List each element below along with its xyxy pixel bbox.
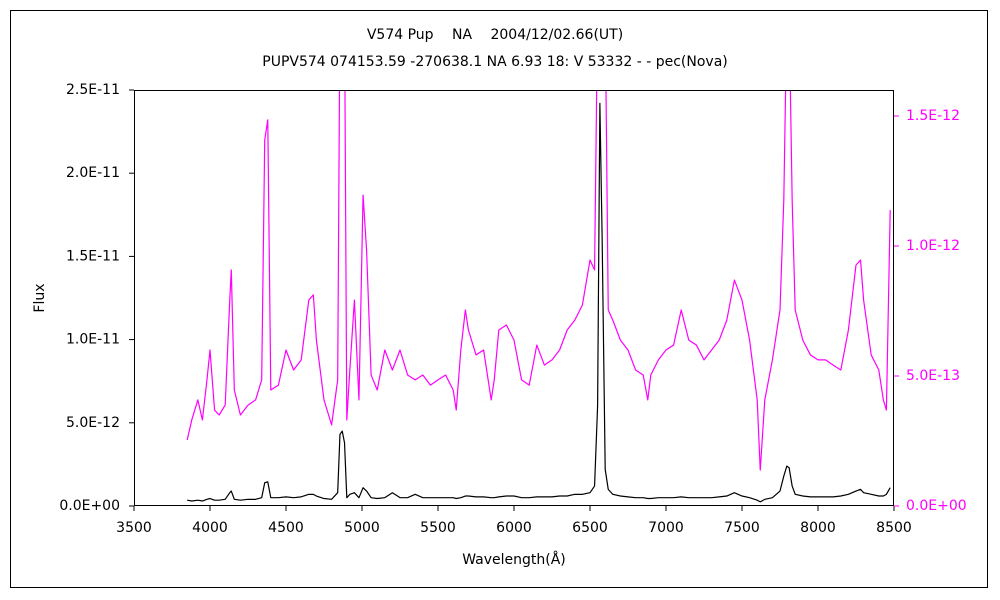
y2-tick-label: 1.5E-12 <box>906 108 960 124</box>
y-tick-label: 1.5E-11 <box>66 248 120 264</box>
spectrum-line <box>186 90 891 471</box>
x-tick-label: 7000 <box>648 520 684 536</box>
spectrum-line <box>187 102 891 503</box>
x-tick-label: 5000 <box>344 520 380 536</box>
x-tick-label: 5500 <box>420 520 456 536</box>
x-tick-label: 3500 <box>116 520 152 536</box>
plot-area <box>134 90 894 506</box>
x-tick-label: 4500 <box>268 520 304 536</box>
y-tick-label: 2.0E-11 <box>66 165 120 181</box>
y-tick-label: 5.0E-12 <box>66 415 120 431</box>
y-tick-label: 0.0E+00 <box>59 498 120 514</box>
x-tick-label: 6000 <box>496 520 532 536</box>
chart-subtitle: PUPV574 074153.59 -270638.1 NA 6.93 18: … <box>262 54 728 70</box>
y-axis-label: Flux <box>32 283 48 312</box>
x-tick-label: 4000 <box>192 520 228 536</box>
x-axis-label: Wavelength(Å) <box>462 551 566 568</box>
y-tick-label: 2.5E-11 <box>66 82 120 98</box>
chart-title: V574 Pup NA 2004/12/02.66(UT) <box>367 27 623 43</box>
y2-tick-label: 1.0E-12 <box>906 238 960 254</box>
x-tick-label: 8500 <box>876 520 912 536</box>
x-tick-label: 6500 <box>572 520 608 536</box>
y2-tick-label: 5.0E-13 <box>906 368 960 384</box>
x-tick-label: 7500 <box>724 520 760 536</box>
plot <box>186 90 891 503</box>
x-tick-label: 8000 <box>800 520 836 536</box>
frame <box>10 10 988 588</box>
y2-tick-label: 0.0E+00 <box>906 498 967 514</box>
y-tick-label: 1.0E-11 <box>66 332 120 348</box>
